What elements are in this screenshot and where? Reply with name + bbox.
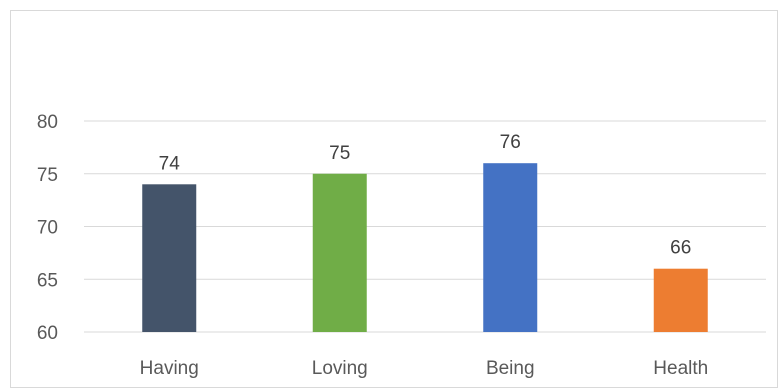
x-category-label: Loving	[312, 358, 368, 379]
y-tick-label: 80	[37, 112, 58, 133]
bar-health	[653, 268, 708, 332]
x-category-label: Being	[486, 358, 535, 379]
bar-having	[142, 184, 197, 332]
chart-frame	[10, 10, 778, 388]
y-tick-label: 65	[37, 270, 58, 291]
x-category-label: Health	[653, 358, 708, 379]
bar-loving	[312, 173, 367, 332]
x-category-label: Having	[140, 358, 199, 379]
y-tick-label: 60	[37, 323, 58, 344]
data-label: 74	[159, 153, 181, 174]
data-label: 76	[500, 132, 521, 153]
bar-being	[483, 163, 538, 332]
y-tick-label: 75	[37, 165, 58, 186]
data-label: 66	[670, 238, 691, 259]
y-tick-label: 70	[37, 218, 58, 239]
data-label: 75	[329, 143, 350, 164]
